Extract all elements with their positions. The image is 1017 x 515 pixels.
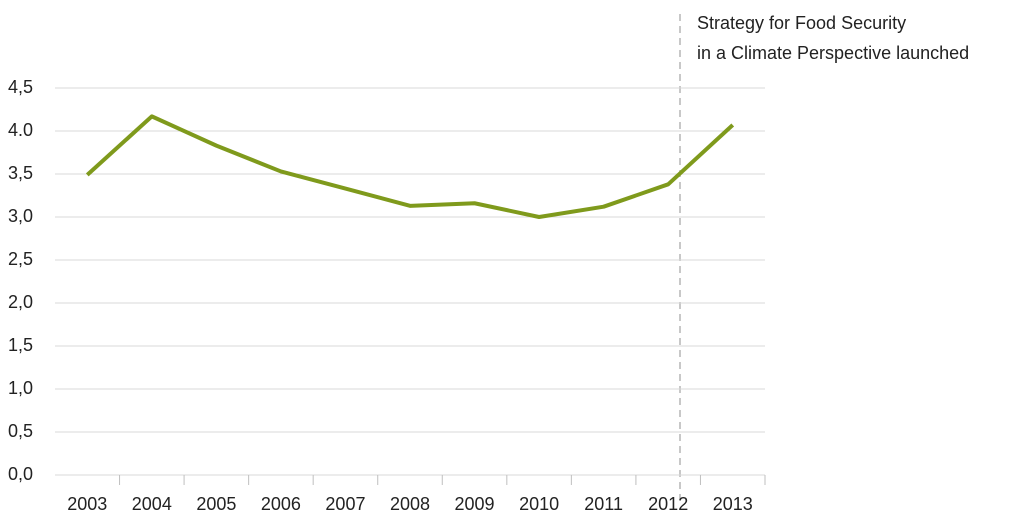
x-tick-label: 2006 xyxy=(261,494,301,514)
x-tick-label: 2012 xyxy=(648,494,688,514)
annotation: Strategy for Food Security xyxy=(697,13,906,33)
y-tick-label: 3,5 xyxy=(8,163,33,183)
y-tick-label: 2,0 xyxy=(8,292,33,312)
y-tick-label: 0,0 xyxy=(8,464,33,484)
y-tick-label: 3,0 xyxy=(8,206,33,226)
x-tick-label: 2005 xyxy=(196,494,236,514)
y-tick-label: 0,5 xyxy=(8,421,33,441)
y-tick-label: 4.0 xyxy=(8,120,33,140)
y-tick-label: 1,0 xyxy=(8,378,33,398)
x-tick-label: 2010 xyxy=(519,494,559,514)
x-tick-label: 2008 xyxy=(390,494,430,514)
x-tick-label: 2009 xyxy=(455,494,495,514)
y-tick-label: 4,5 xyxy=(8,77,33,97)
annotation: in a Climate Perspective launched xyxy=(697,43,969,63)
x-tick-label: 2003 xyxy=(67,494,107,514)
x-tick-label: 2011 xyxy=(584,494,623,514)
x-tick-label: 2013 xyxy=(713,494,753,514)
y-tick-label: 1,5 xyxy=(8,335,33,355)
data-line xyxy=(85,114,735,219)
x-tick-label: 2004 xyxy=(132,494,172,514)
y-tick-label: 2,5 xyxy=(8,249,33,269)
x-tick-label: 2007 xyxy=(325,494,365,514)
